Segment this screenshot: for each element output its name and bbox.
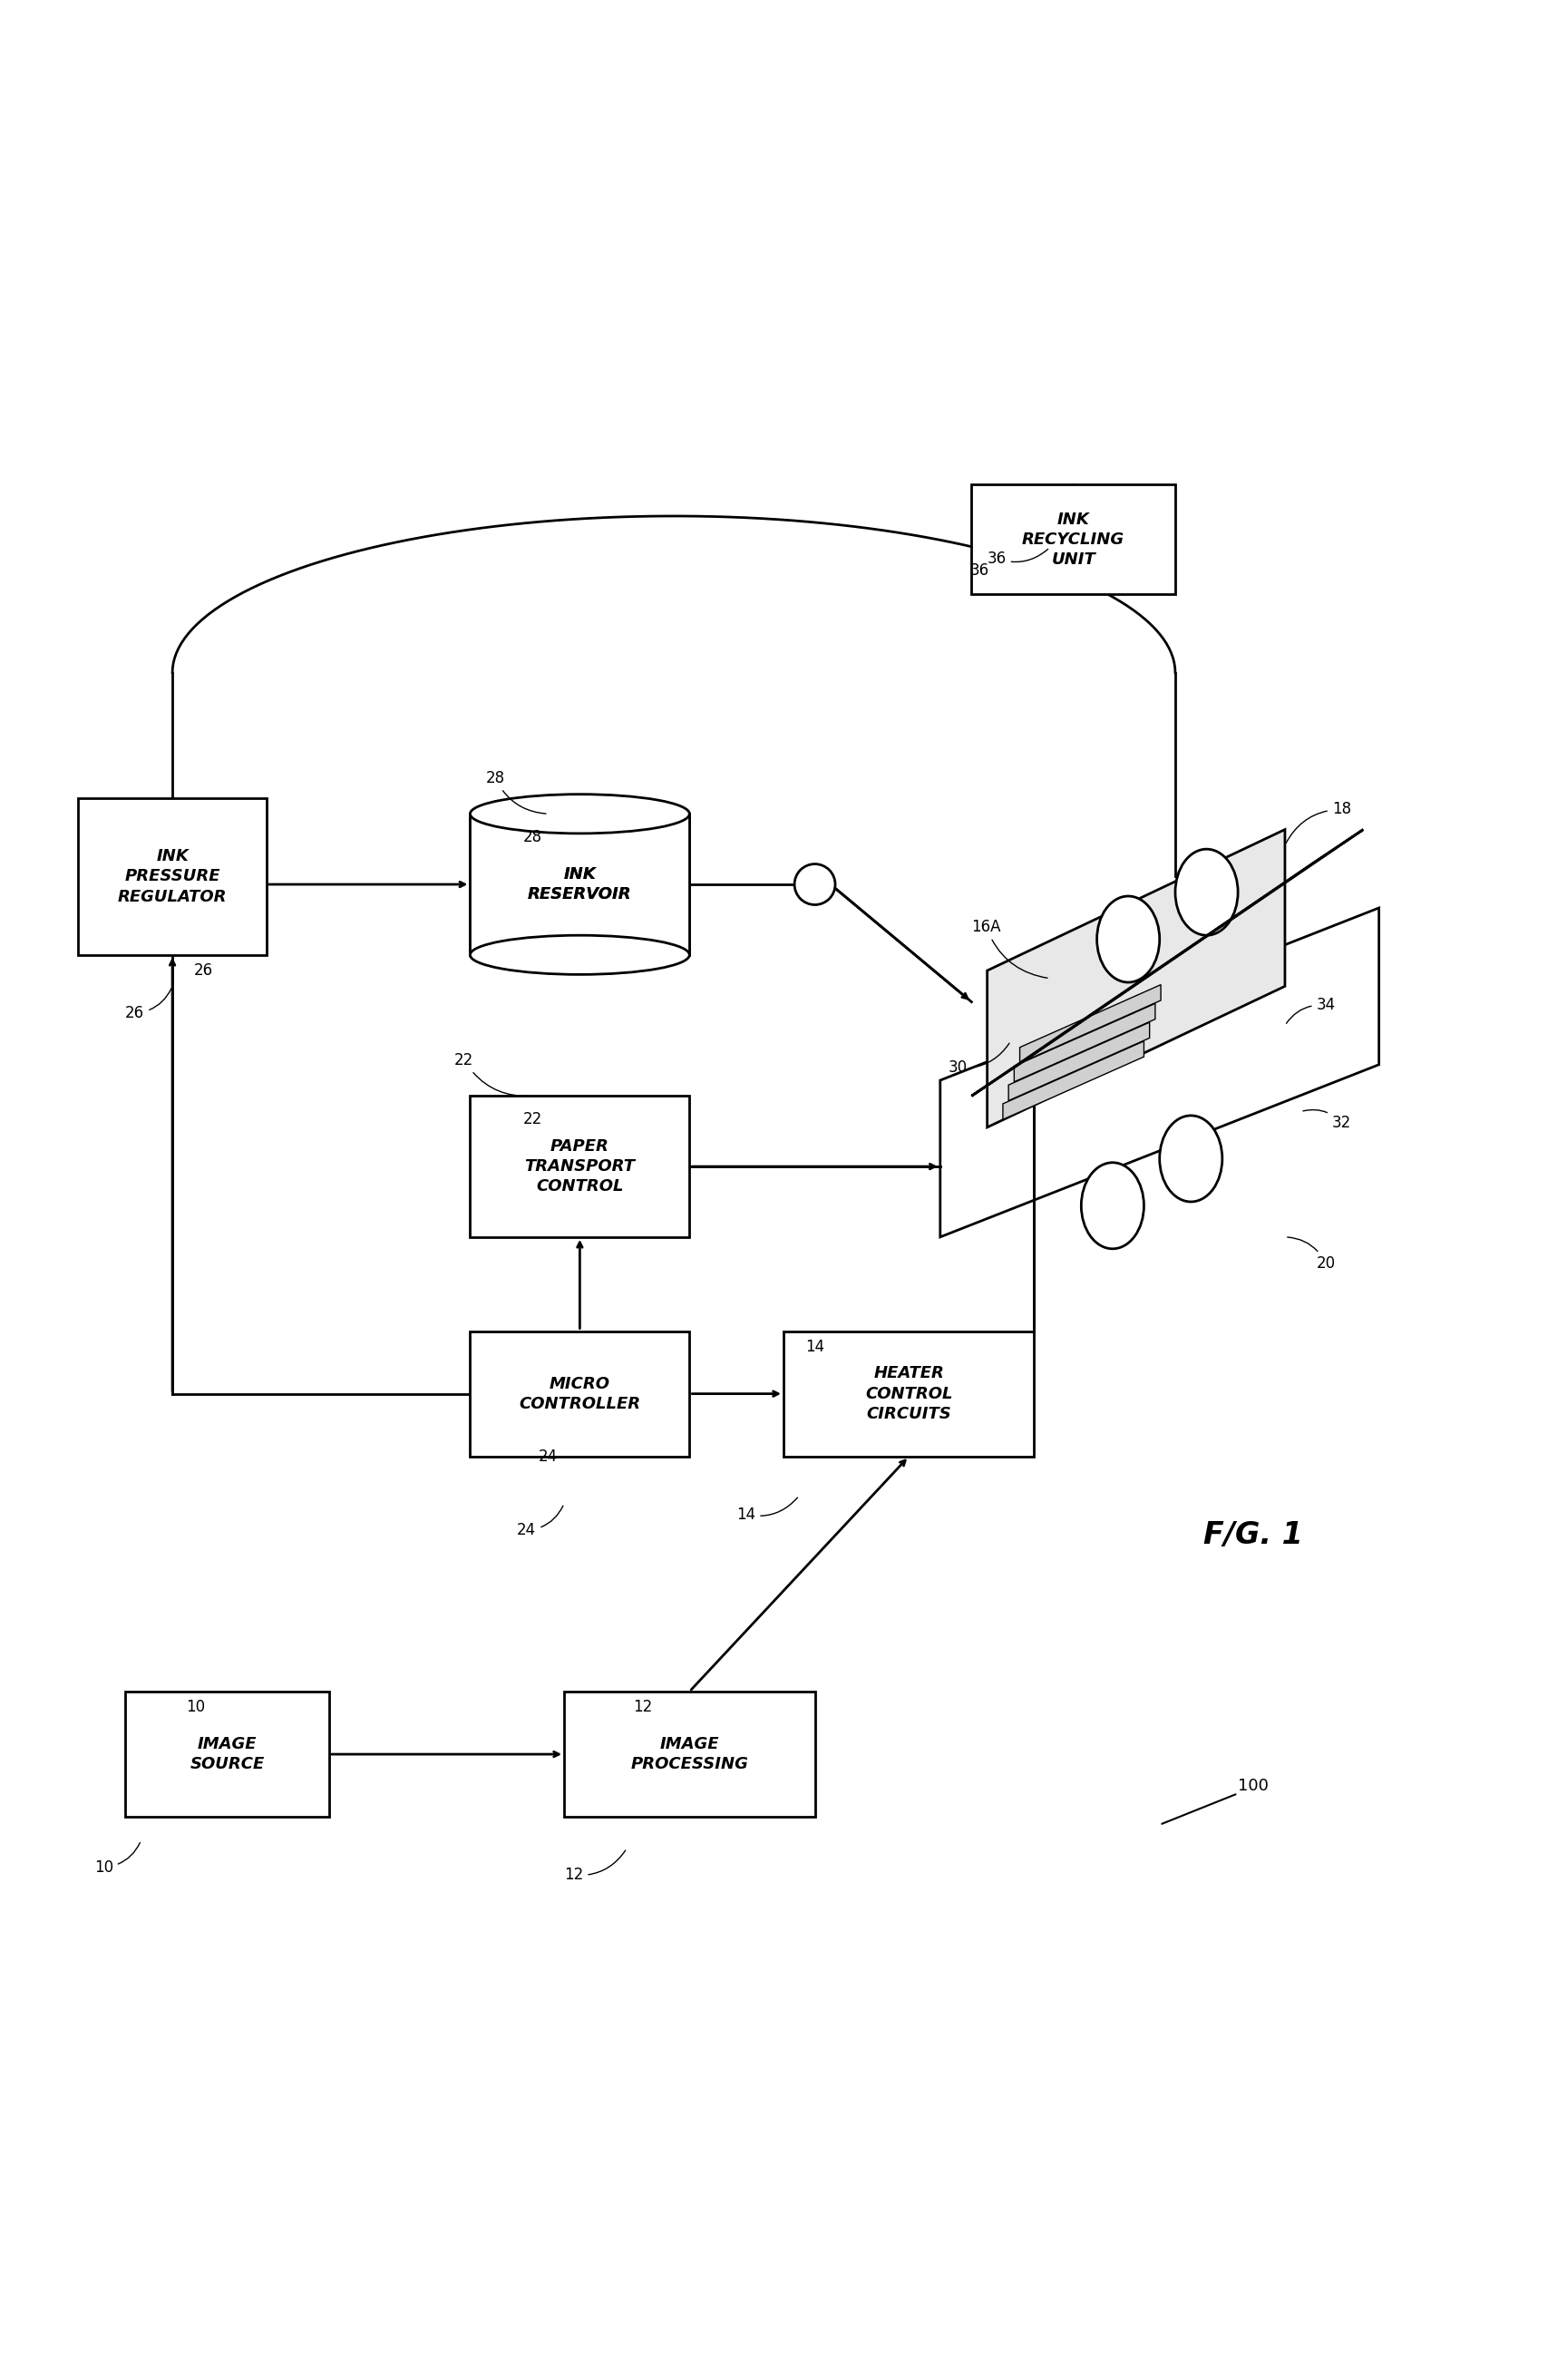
Ellipse shape: [470, 795, 689, 833]
Text: 20: 20: [1288, 1238, 1335, 1271]
Polygon shape: [1003, 1040, 1144, 1119]
Polygon shape: [1014, 1004, 1155, 1083]
Text: 36: 36: [970, 562, 989, 578]
Text: 18: 18: [1287, 802, 1351, 843]
Polygon shape: [987, 831, 1285, 1128]
Text: INK
RESERVOIR: INK RESERVOIR: [528, 866, 632, 902]
Polygon shape: [972, 831, 1363, 1095]
Polygon shape: [1009, 1023, 1150, 1100]
Text: HEATER
CONTROL
CIRCUITS: HEATER CONTROL CIRCUITS: [865, 1366, 953, 1421]
Circle shape: [794, 864, 835, 904]
Ellipse shape: [1081, 1161, 1144, 1249]
FancyBboxPatch shape: [470, 1095, 689, 1238]
Ellipse shape: [470, 935, 689, 973]
FancyBboxPatch shape: [470, 814, 689, 954]
Text: IMAGE
SOURCE: IMAGE SOURCE: [190, 1735, 265, 1773]
Polygon shape: [940, 907, 1379, 1238]
Text: 28: 28: [486, 769, 545, 814]
FancyBboxPatch shape: [78, 797, 266, 954]
Text: MICRO
CONTROLLER: MICRO CONTROLLER: [519, 1376, 641, 1411]
Text: INK
PRESSURE
REGULATOR: INK PRESSURE REGULATOR: [118, 847, 227, 904]
Text: 10: 10: [94, 1842, 139, 1875]
Text: IMAGE
PROCESSING: IMAGE PROCESSING: [630, 1735, 749, 1773]
Text: 32: 32: [1304, 1109, 1351, 1130]
FancyBboxPatch shape: [470, 1330, 689, 1457]
Text: 26: 26: [125, 988, 171, 1021]
Text: 14: 14: [736, 1497, 798, 1523]
Text: 14: 14: [805, 1338, 824, 1354]
Text: 30: 30: [948, 1042, 1009, 1076]
Text: PAPER
TRANSPORT
CONTROL: PAPER TRANSPORT CONTROL: [525, 1138, 635, 1195]
FancyBboxPatch shape: [784, 1330, 1034, 1457]
Ellipse shape: [1175, 850, 1238, 935]
Text: 16A: 16A: [972, 919, 1047, 978]
Polygon shape: [1020, 985, 1161, 1064]
Text: 24: 24: [517, 1507, 563, 1537]
Text: INK
RESERVOIR: INK RESERVOIR: [528, 866, 632, 902]
Text: 10: 10: [186, 1699, 205, 1716]
Text: 12: 12: [633, 1699, 652, 1716]
Text: 34: 34: [1287, 997, 1335, 1023]
Text: 36: 36: [987, 550, 1048, 566]
Text: 22: 22: [454, 1052, 530, 1097]
Text: 100: 100: [1238, 1778, 1269, 1795]
FancyBboxPatch shape: [972, 486, 1175, 595]
Ellipse shape: [1097, 897, 1160, 983]
Text: 12: 12: [564, 1849, 625, 1883]
Text: INK
RECYCLING
UNIT: INK RECYCLING UNIT: [1022, 512, 1125, 569]
Text: 24: 24: [539, 1449, 558, 1464]
FancyBboxPatch shape: [470, 814, 689, 954]
Text: F/G. 1: F/G. 1: [1203, 1521, 1304, 1549]
FancyBboxPatch shape: [125, 1692, 329, 1816]
Ellipse shape: [1160, 1116, 1222, 1202]
Text: 28: 28: [523, 828, 542, 845]
FancyBboxPatch shape: [564, 1692, 815, 1816]
Text: 22: 22: [523, 1111, 542, 1128]
Text: 26: 26: [194, 962, 213, 978]
